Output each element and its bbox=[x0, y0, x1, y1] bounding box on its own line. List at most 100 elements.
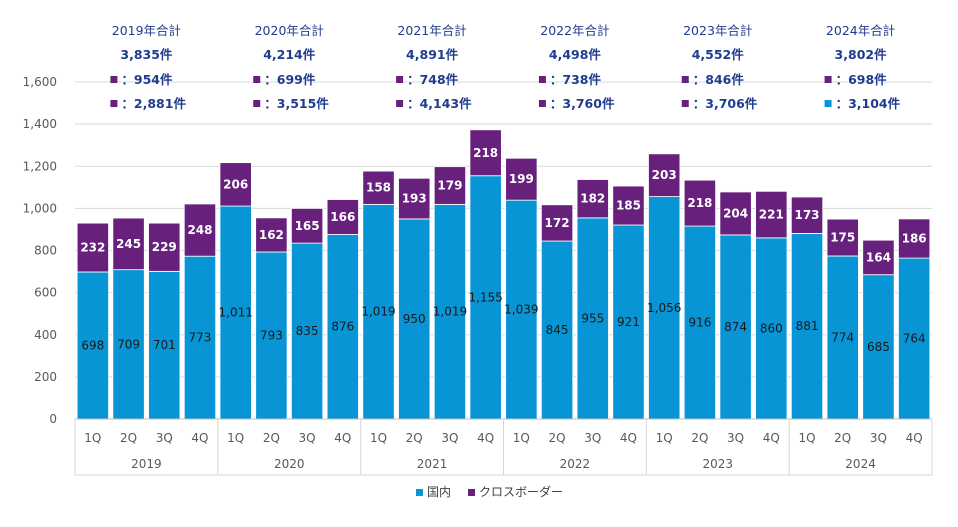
data-label-domestic: 701 bbox=[153, 338, 176, 352]
bar-domestic bbox=[648, 196, 681, 420]
bar-crossborder bbox=[112, 217, 145, 271]
annotation-line2: ：2,881件 bbox=[121, 96, 186, 111]
annotation-total: 3,835件 bbox=[120, 47, 173, 62]
bar-domestic bbox=[326, 234, 359, 420]
x-tick-label: 4Q bbox=[334, 431, 351, 445]
data-label-domestic: 874 bbox=[724, 320, 747, 334]
bar-domestic bbox=[505, 199, 538, 420]
x-tick-label: 2Q bbox=[406, 431, 423, 445]
bar-crossborder bbox=[469, 129, 502, 177]
y-tick-label: 1,000 bbox=[23, 201, 57, 215]
annotation-line2: ：3,515件 bbox=[264, 96, 329, 111]
data-label-domestic: 1,019 bbox=[361, 305, 395, 319]
bar-domestic bbox=[362, 203, 395, 420]
x-group-label: 2021 bbox=[417, 457, 448, 471]
bar-domestic bbox=[576, 217, 609, 420]
data-label-domestic: 1,155 bbox=[468, 290, 502, 304]
bar-crossborder bbox=[862, 239, 895, 276]
annotation-swatch bbox=[253, 100, 261, 107]
x-tick-label: 1Q bbox=[513, 431, 530, 445]
annotation-line2: ：3,760件 bbox=[550, 96, 615, 111]
annotation-title: 2022年合計 bbox=[540, 23, 609, 38]
data-label-crossborder: 182 bbox=[580, 192, 605, 206]
bar-crossborder bbox=[433, 166, 467, 205]
y-tick-label: 400 bbox=[34, 328, 57, 342]
bar-domestic bbox=[898, 257, 931, 420]
x-tick-label: 4Q bbox=[620, 431, 637, 445]
x-tick-label: 1Q bbox=[656, 431, 673, 445]
annotation-swatch bbox=[824, 76, 832, 83]
x-tick-label: 3Q bbox=[299, 431, 316, 445]
x-tick-label: 4Q bbox=[191, 431, 208, 445]
annotation-swatch bbox=[253, 76, 261, 83]
data-label-domestic: 698 bbox=[81, 338, 104, 352]
bar-domestic bbox=[219, 205, 252, 420]
x-tick-label: 4Q bbox=[906, 431, 923, 445]
data-label-domestic: 950 bbox=[403, 312, 426, 326]
bar-crossborder bbox=[219, 162, 252, 207]
bar-crossborder bbox=[398, 177, 431, 220]
data-label-domestic: 860 bbox=[760, 321, 783, 335]
annotation-title: 2019年合計 bbox=[112, 23, 181, 38]
data-label-crossborder: 185 bbox=[616, 199, 641, 213]
x-tick-label: 4Q bbox=[763, 431, 780, 445]
bar-crossborder bbox=[612, 185, 645, 226]
data-label-crossborder: 172 bbox=[545, 216, 570, 230]
data-label-crossborder: 221 bbox=[759, 208, 784, 222]
bar-crossborder bbox=[719, 191, 752, 236]
bar-crossborder bbox=[755, 190, 788, 239]
x-tick-label: 2Q bbox=[120, 431, 137, 445]
data-label-crossborder: 166 bbox=[330, 210, 355, 224]
annotation-total: 3,802件 bbox=[835, 47, 888, 62]
data-label-crossborder: 245 bbox=[116, 237, 141, 251]
data-label-domestic: 845 bbox=[546, 323, 569, 337]
data-label-domestic: 774 bbox=[831, 330, 854, 344]
x-tick-label: 3Q bbox=[727, 431, 744, 445]
data-label-crossborder: 165 bbox=[295, 219, 320, 233]
annotation-swatch bbox=[538, 100, 546, 107]
y-tick-label: 200 bbox=[34, 370, 57, 384]
annotation-title: 2023年合計 bbox=[683, 23, 752, 38]
y-tick-label: 0 bbox=[49, 412, 57, 426]
data-label-domestic: 1,039 bbox=[504, 303, 538, 317]
y-tick-label: 1,400 bbox=[23, 117, 57, 131]
data-label-domestic: 685 bbox=[867, 340, 890, 354]
data-label-crossborder: 232 bbox=[80, 241, 105, 255]
x-tick-label: 3Q bbox=[584, 431, 601, 445]
x-tick-label: 3Q bbox=[441, 431, 458, 445]
bar-crossborder bbox=[362, 170, 395, 205]
bar-crossborder bbox=[148, 222, 181, 272]
bar-domestic bbox=[290, 242, 324, 420]
legend-swatch-domestic bbox=[416, 489, 423, 496]
data-label-crossborder: 204 bbox=[723, 206, 748, 220]
annotation-swatch bbox=[110, 100, 118, 107]
annotation-swatch bbox=[681, 76, 689, 83]
legend-swatch-crossborder bbox=[468, 489, 475, 496]
annotation-swatch bbox=[538, 76, 546, 83]
y-tick-label: 800 bbox=[34, 244, 57, 258]
annotation-line1: ：738件 bbox=[550, 72, 602, 87]
legend-label-domestic: 国内 bbox=[427, 485, 451, 499]
bar-domestic bbox=[612, 224, 645, 420]
data-label-crossborder: 248 bbox=[187, 223, 212, 237]
data-label-domestic: 1,019 bbox=[433, 305, 467, 319]
y-tick-label: 600 bbox=[34, 286, 57, 300]
data-label-crossborder: 199 bbox=[509, 172, 534, 186]
annotation-swatch bbox=[824, 100, 832, 107]
data-label-domestic: 1,011 bbox=[219, 306, 253, 320]
bar-domestic bbox=[683, 225, 717, 420]
x-tick-label: 2Q bbox=[549, 431, 566, 445]
annotation-line1: ：698件 bbox=[836, 72, 888, 87]
data-label-domestic: 773 bbox=[189, 331, 212, 345]
annotation-title: 2024年合計 bbox=[826, 23, 895, 38]
annotation-swatch bbox=[681, 100, 689, 107]
annotation-total: 4,498件 bbox=[549, 47, 602, 62]
data-label-domestic: 876 bbox=[331, 320, 354, 334]
annotation-line1: ：846件 bbox=[693, 72, 745, 87]
x-group-label: 2019 bbox=[131, 457, 162, 471]
legend-label-crossborder: クロスボーダー bbox=[479, 484, 563, 499]
data-label-crossborder: 218 bbox=[473, 146, 498, 160]
bar-crossborder bbox=[898, 218, 931, 259]
bar-crossborder bbox=[540, 204, 574, 242]
